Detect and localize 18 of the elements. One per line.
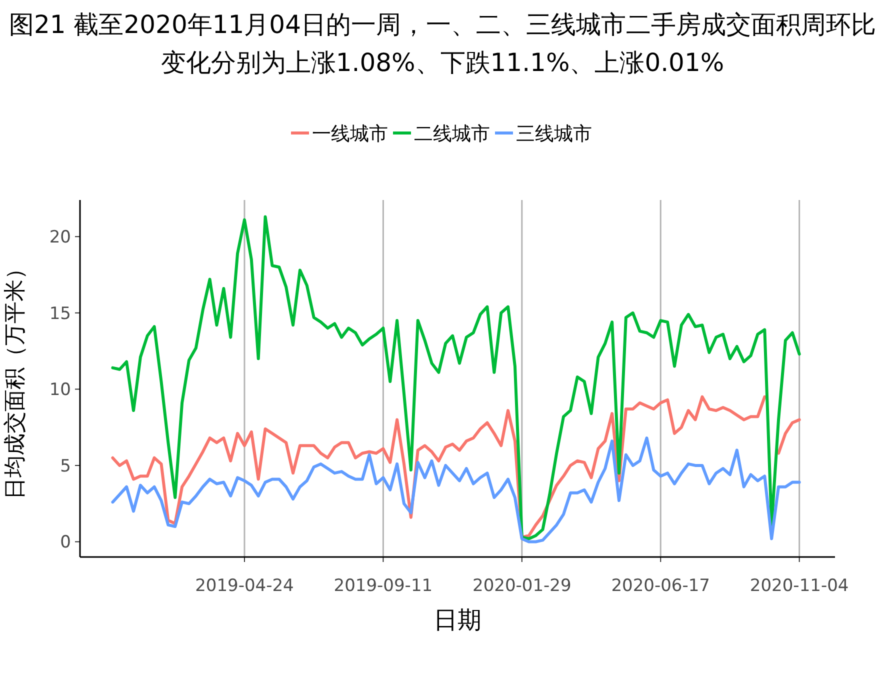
y-tick-label: 10 [49, 380, 71, 400]
x-tick-label: 2020-06-17 [611, 576, 710, 596]
line-series [111, 215, 801, 540]
x-tick-label: 2019-04-24 [195, 576, 294, 596]
line-series [111, 436, 801, 544]
chart-title: 图21 截至2020年11月04日的一周，一、二、三线城市二手房成交面积周环比变化分别为上涨1.08%、下跌11.1%、上涨0.01% [8, 9, 877, 79]
y-tick-label: 0 [60, 532, 71, 553]
x-axis-title: 日期 [434, 606, 482, 634]
legend-label: 二线城市 [414, 123, 490, 145]
y-axis-title: 日均成交面积（万平米） [3, 258, 28, 500]
y-tick-label: 15 [49, 304, 71, 324]
legend-label: 一线城市 [312, 123, 388, 145]
y-tick-label: 20 [49, 228, 71, 248]
x-tick-label: 2020-11-04 [750, 576, 849, 596]
x-tick-label: 2019-09-11 [334, 576, 433, 596]
y-tick-label: 5 [60, 456, 71, 476]
x-tick-label: 2020-01-29 [472, 576, 572, 596]
legend-label: 三线城市 [516, 123, 592, 145]
